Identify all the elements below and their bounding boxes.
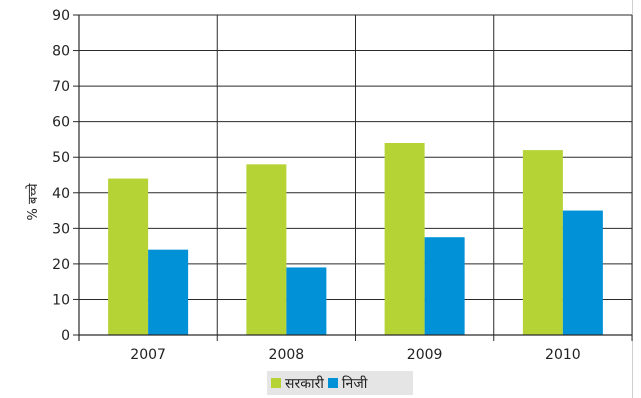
legend-label-government: सरकारी: [285, 375, 324, 392]
y-tick-label: 60: [52, 115, 70, 131]
bar-government-2009: [384, 143, 425, 335]
bar-private-2007: [148, 249, 189, 335]
x-tick-label: 2010: [545, 347, 581, 363]
y-axis-label: % बच्चे: [25, 183, 41, 221]
legend-swatch-government: [271, 378, 281, 388]
legend-swatch-private: [327, 378, 338, 388]
legend-item-private: निजी: [327, 374, 368, 393]
y-tick-label: 80: [52, 44, 70, 60]
x-tick-label: 2007: [130, 347, 166, 363]
legend-label-private: निजी: [341, 375, 368, 392]
y-tick-label: 10: [52, 292, 70, 308]
y-tick-label: 40: [52, 186, 70, 202]
bar-private-2010: [562, 210, 603, 335]
axes: [78, 15, 633, 341]
y-tick-label: 20: [52, 257, 70, 273]
y-tick-label: 0: [61, 328, 70, 344]
x-tick-labels: 2007 2008 2009 2010: [130, 347, 580, 363]
bar-private-2009: [424, 237, 465, 335]
x-tick-label: 2009: [407, 347, 443, 363]
bar-private-2008: [286, 267, 327, 335]
y-tick-label: 50: [52, 150, 70, 166]
y-tick-labels: 0 10 20 30 40 50 60 70 80 90: [52, 8, 70, 344]
legend-item-government: सरकारी: [271, 374, 324, 393]
x-tick-label: 2008: [269, 347, 305, 363]
y-tick-label: 70: [52, 79, 70, 95]
legend: सरकारी निजी: [267, 371, 413, 395]
bar-government-2010: [522, 150, 563, 335]
bars: [108, 143, 603, 335]
bar-government-2008: [246, 164, 287, 335]
bar-government-2007: [108, 178, 149, 335]
y-tick-label: 90: [52, 8, 70, 24]
y-tick-label: 30: [52, 221, 70, 237]
